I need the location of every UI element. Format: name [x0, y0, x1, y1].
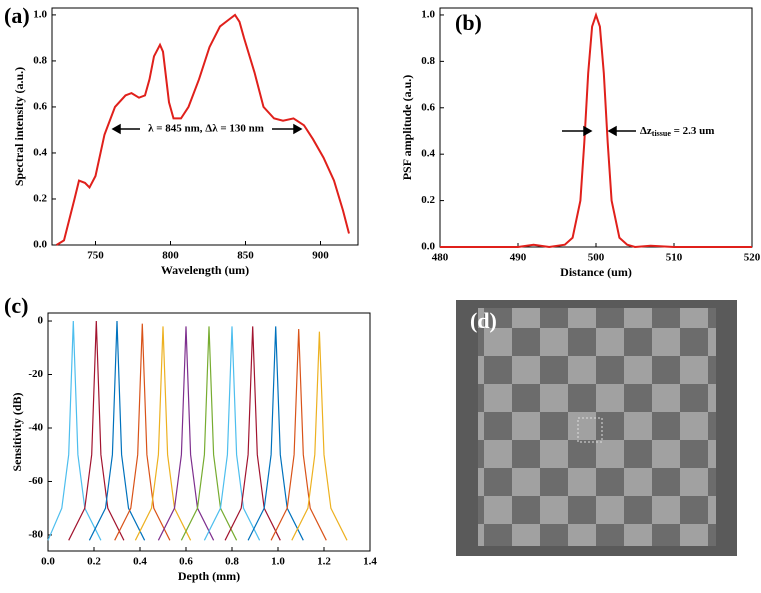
annotation-part: = 2.3 um: [671, 125, 715, 137]
x-tick-label: 0.2: [87, 556, 101, 568]
x-tick-label: 1.2: [317, 556, 331, 568]
data-line: [114, 323, 171, 541]
annotation-part: Δz: [640, 125, 652, 137]
arrow: [272, 123, 303, 135]
x-tick-label: 500: [588, 252, 605, 264]
panel-label: (b): [455, 10, 482, 35]
y-tick-label: 0.8: [421, 55, 435, 67]
y-axis-title: PSF amplitude (a.u.): [400, 75, 414, 181]
y-tick-label: -80: [28, 528, 43, 540]
panel-label: (c): [4, 293, 28, 318]
y-tick-label: 0.0: [421, 241, 435, 253]
x-axis-title: Distance (um): [560, 265, 632, 279]
y-tick-label: 1.0: [33, 8, 47, 20]
y-tick-label: 0.2: [33, 193, 47, 205]
x-axis-title: Wavelength (um): [161, 263, 249, 277]
x-tick-label: 0.4: [133, 556, 147, 568]
annotation: λ = 845 nm, Δλ = 130 nm: [148, 123, 264, 135]
panel-label: (d): [470, 308, 497, 333]
y-tick-label: 0.4: [33, 146, 47, 158]
y-tick-label: -40: [28, 422, 43, 434]
plot-frame: [51, 7, 359, 246]
x-tick-label: 0.6: [179, 556, 193, 568]
y-tick-label: 0.6: [33, 100, 47, 112]
y-tick-label: -20: [28, 368, 43, 380]
y-tick-label: 0.0: [33, 239, 47, 251]
center-marker: [577, 417, 603, 443]
annotation: Δztissue = 2.3 um: [640, 125, 714, 138]
x-tick-label: 750: [87, 250, 104, 262]
y-tick-label: 0.6: [421, 101, 435, 113]
data-line: [203, 326, 261, 541]
y-tick-label: 0: [38, 315, 44, 327]
x-tick-label: 490: [510, 252, 527, 264]
y-tick-label: 0.2: [421, 194, 435, 206]
x-tick-label: 1.4: [363, 556, 377, 568]
x-tick-label: 480: [432, 252, 449, 264]
x-axis-title: Depth (mm): [178, 569, 240, 583]
x-tick-label: 850: [237, 250, 254, 262]
x-tick-label: 520: [744, 252, 761, 264]
data-line: [68, 320, 125, 541]
data-line: [55, 13, 350, 246]
data-line: [270, 328, 327, 541]
arrow: [562, 125, 593, 137]
y-tick-label: 0.4: [421, 148, 435, 160]
arrow: [607, 125, 636, 137]
annotation-subscript: tissue: [652, 129, 672, 138]
x-tick-label: 800: [162, 250, 179, 262]
x-tick-label: 0.8: [225, 556, 239, 568]
data-line: [291, 331, 348, 541]
y-axis-title: Spectral intensity (a.u.): [12, 67, 26, 186]
panel-label: (a): [4, 3, 30, 28]
plot-frame: [47, 312, 371, 552]
checkerboard: [478, 308, 716, 546]
x-tick-label: 1.0: [271, 556, 285, 568]
y-axis-title: Sensitivity (dB): [10, 392, 24, 471]
x-tick-label: 900: [312, 250, 329, 262]
x-tick-label: 0.0: [41, 556, 55, 568]
y-tick-label: 0.8: [33, 54, 47, 66]
data-line: [440, 11, 752, 249]
arrow: [111, 123, 140, 135]
y-tick-label: -60: [28, 475, 43, 487]
data-line: [88, 320, 146, 541]
image-panel: [456, 300, 737, 556]
x-tick-label: 510: [666, 252, 683, 264]
y-tick-label: 1.0: [421, 8, 435, 20]
